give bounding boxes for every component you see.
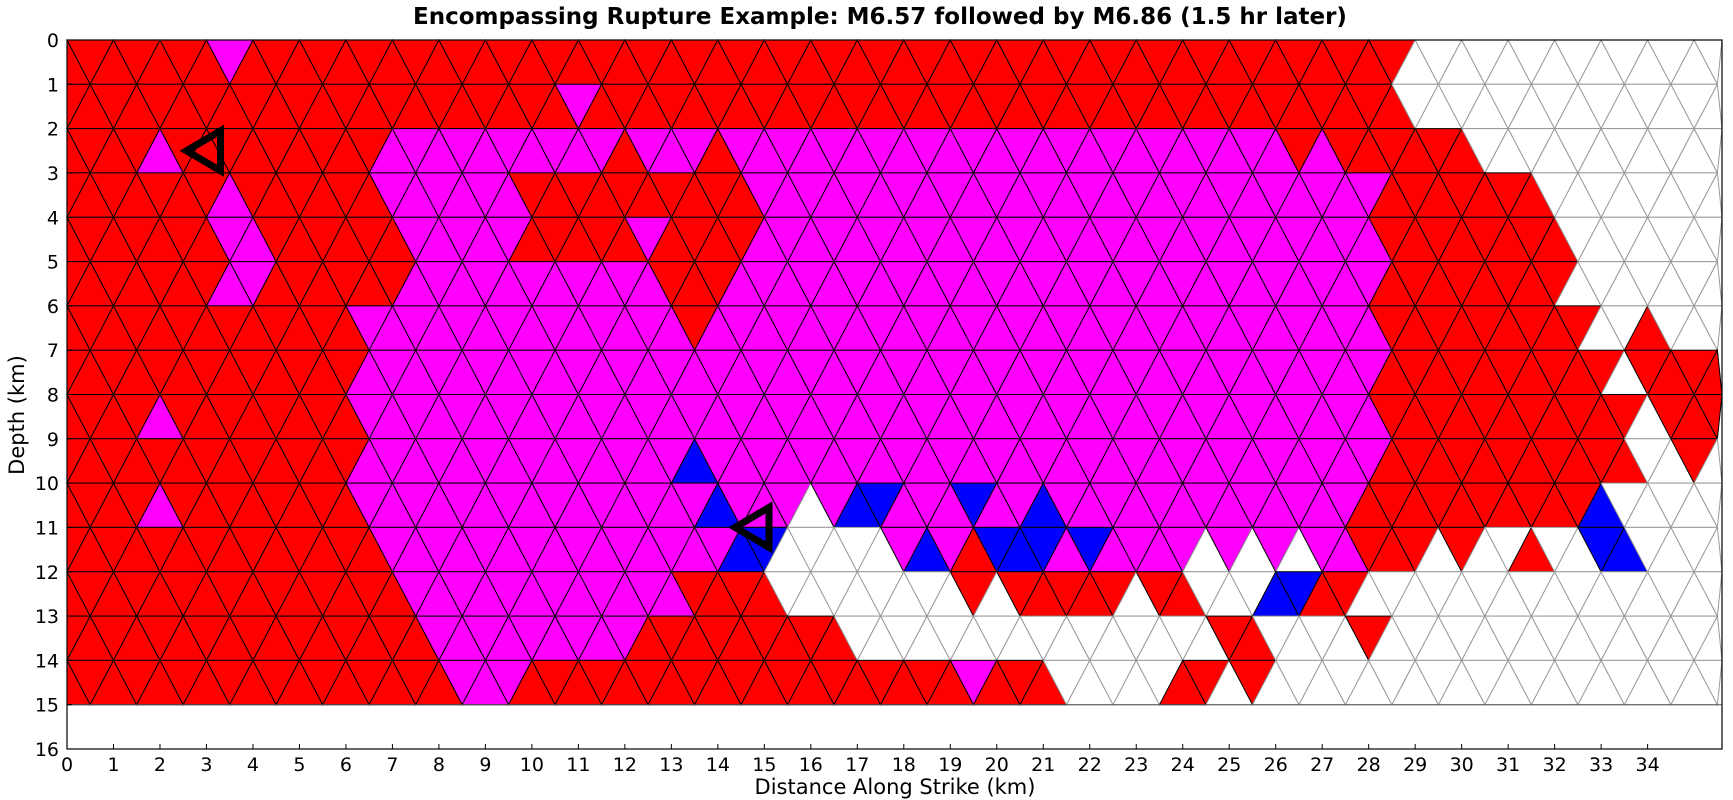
y-tick-label: 0 [47, 30, 59, 52]
x-tick-label: 13 [659, 754, 683, 776]
x-tick-label: 7 [386, 754, 398, 776]
mesh-triangle-white [1693, 216, 1723, 264]
y-tick-label: 16 [35, 739, 59, 761]
x-tick-label: 4 [247, 754, 259, 776]
mesh-triangle-white [1693, 305, 1723, 352]
hypocenter-marker-1 [179, 124, 224, 177]
x-tick-label: 17 [845, 754, 869, 776]
x-tick-label: 0 [61, 754, 73, 776]
x-tick-label: 22 [1078, 754, 1102, 776]
y-tick-label: 7 [47, 340, 59, 362]
x-tick-label: 32 [1543, 754, 1567, 776]
x-tick-label: 24 [1171, 754, 1195, 776]
x-tick-label: 14 [706, 754, 730, 776]
y-tick-label: 13 [35, 606, 59, 628]
y-tick-label: 9 [47, 429, 59, 451]
mesh-triangle-red [1693, 394, 1723, 441]
hypocenter-markers [179, 124, 773, 554]
x-tick-label: 6 [340, 754, 352, 776]
x-tick-label: 16 [799, 754, 823, 776]
x-tick-label: 11 [566, 754, 590, 776]
x-tick-label: 20 [985, 754, 1009, 776]
mesh-triangle-white [1693, 482, 1723, 530]
y-tick-label: 8 [47, 385, 59, 407]
mesh-triangle-white [1693, 128, 1723, 175]
x-tick-label: 27 [1310, 754, 1334, 776]
triangle-mesh [66, 38, 1723, 707]
hypocenter-marker-2 [728, 501, 773, 554]
y-tick-label: 2 [47, 119, 59, 141]
x-tick-label: 21 [1031, 754, 1055, 776]
x-tick-label: 5 [293, 754, 305, 776]
x-tick-label: 1 [107, 754, 119, 776]
mesh-triangle-white [1693, 659, 1723, 707]
x-tick-label: 25 [1217, 754, 1241, 776]
x-tick-label: 34 [1636, 754, 1660, 776]
chart-title: Encompassing Rupture Example: M6.57 foll… [413, 4, 1347, 30]
mesh-triangle-white [1693, 571, 1723, 618]
y-tick-label: 4 [47, 207, 59, 229]
x-tick-label: 15 [752, 754, 776, 776]
y-axis-label: Depth (km) [5, 355, 29, 475]
y-tick-label: 1 [47, 74, 59, 96]
y-tick-label: 10 [35, 473, 59, 495]
x-tick-label: 31 [1496, 754, 1520, 776]
x-tick-label: 2 [154, 754, 166, 776]
x-tick-label: 3 [200, 754, 212, 776]
x-tick-label: 23 [1124, 754, 1148, 776]
x-tick-label: 26 [1264, 754, 1288, 776]
x-tick-label: 12 [613, 754, 637, 776]
y-tick-label: 6 [47, 296, 59, 318]
x-tick-label: 19 [938, 754, 962, 776]
y-tick-label: 14 [35, 650, 59, 672]
x-tick-label: 33 [1589, 754, 1613, 776]
x-axis-label: Distance Along Strike (km) [755, 775, 1036, 799]
y-tick-label: 3 [47, 163, 59, 185]
y-tick-label: 12 [35, 562, 59, 584]
y-tick-label: 11 [35, 517, 59, 539]
x-tick-label: 18 [892, 754, 916, 776]
x-tick-label: 9 [479, 754, 491, 776]
x-tick-label: 28 [1357, 754, 1381, 776]
x-tick-label: 8 [433, 754, 445, 776]
x-tick-label: 30 [1450, 754, 1474, 776]
y-tick-label: 5 [47, 252, 59, 274]
x-axis-ticks: 0 1 2 3 4 5 6 7 8 9 10 11 12 13 14 15 16 17 18 19 20 21 22 23 24… [61, 744, 1660, 776]
x-tick-label: 10 [520, 754, 544, 776]
y-tick-label: 15 [35, 695, 59, 717]
x-tick-label: 29 [1403, 754, 1427, 776]
